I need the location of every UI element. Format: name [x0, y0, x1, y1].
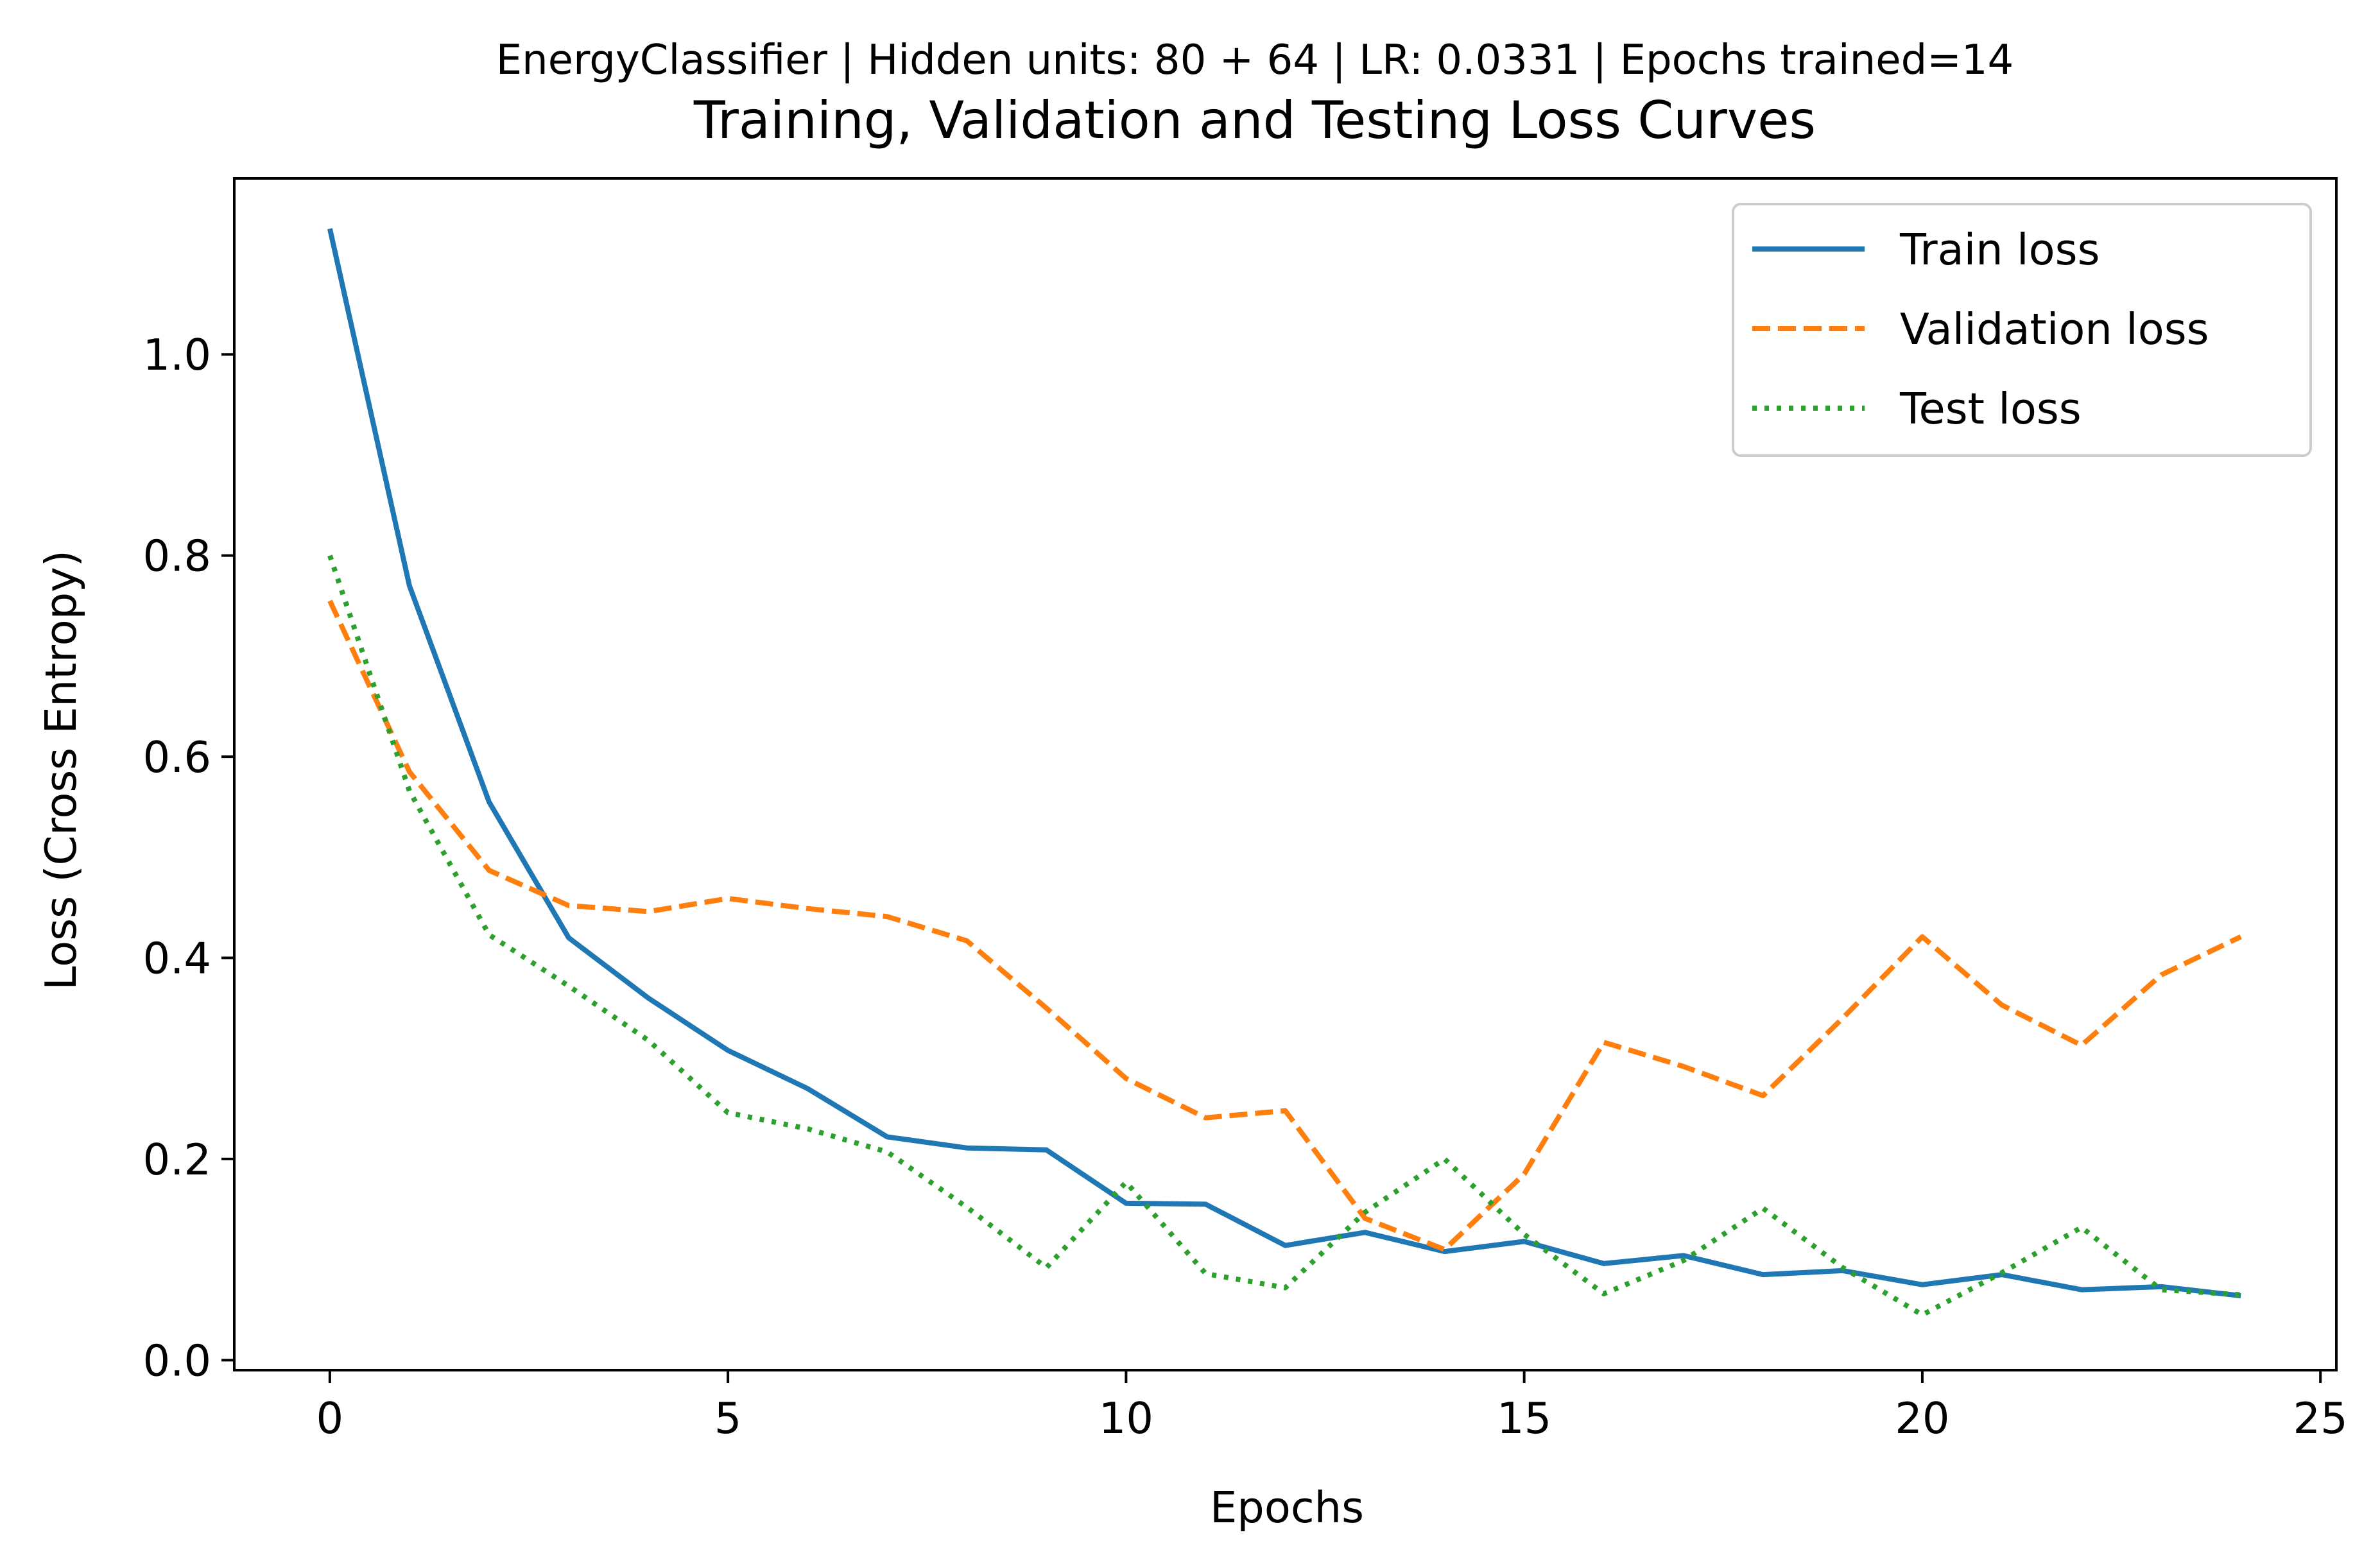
legend-label-train-loss: Train loss: [1899, 225, 2100, 275]
plot-area-frame: [233, 177, 2338, 1371]
y-tick-label: 0.4: [142, 933, 211, 983]
y-tick-label: 0.2: [142, 1135, 211, 1185]
x-tick-label: 15: [1497, 1393, 1551, 1443]
x-tick-label: 10: [1099, 1393, 1153, 1443]
x-tick-label: 0: [316, 1393, 344, 1443]
series-line-validation-loss: [327, 599, 2242, 1252]
y-tick-label: 0.0: [142, 1336, 211, 1386]
chart-suptitle: EnergyClassifier | Hidden units: 80 + 64…: [496, 37, 2014, 84]
chart-title: Training, Validation and Testing Loss Cu…: [693, 90, 1816, 150]
y-tick-label: 0.6: [142, 732, 211, 782]
x-tick-label: 20: [1895, 1393, 1949, 1443]
legend: Train loss Validation loss Test loss: [1732, 203, 2312, 457]
series-line-test-loss: [327, 554, 2241, 1318]
legend-box: [1732, 203, 2312, 457]
y-tick-label: 0.8: [142, 531, 211, 581]
legend-label-test-loss: Test loss: [1899, 384, 2082, 434]
y-axis-label: Loss (Cross Entropy): [36, 550, 86, 990]
x-tick-label: 25: [2293, 1393, 2348, 1443]
x-tick-label: 5: [714, 1393, 742, 1443]
series-lines: [327, 228, 2242, 1318]
legend-label-validation-loss: Validation loss: [1900, 304, 2209, 354]
x-axis-label: Epochs: [1210, 1482, 1364, 1533]
series-line-train-loss: [327, 228, 2241, 1298]
y-tick-label: 1.0: [142, 330, 211, 380]
axis-ticks: 0 5 10 15 20 25 0.0 0.2 0.4 0.6 0.8 1.0: [142, 330, 2347, 1443]
